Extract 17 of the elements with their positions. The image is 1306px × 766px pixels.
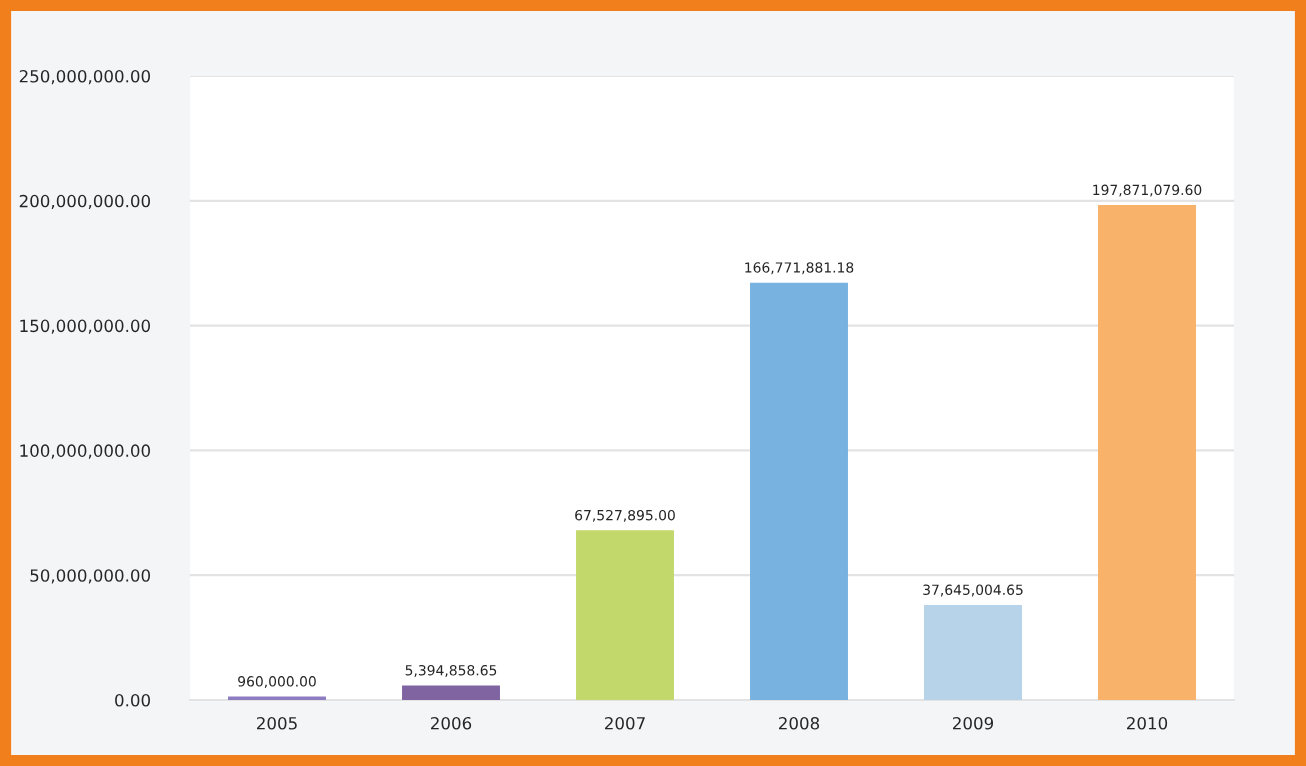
y-tick-label: 50,000,000.00 [30, 569, 150, 584]
y-tick-label: 0.00 [115, 693, 150, 707]
x-tick-label: 2010 [1127, 716, 1168, 730]
y-tick-label: 150,000,000.00 [20, 319, 150, 334]
bar [750, 282, 848, 700]
y-tick-label: 100,000,000.00 [20, 444, 150, 459]
bar [1098, 205, 1196, 700]
x-tick-label: 2005 [257, 716, 297, 730]
bar [402, 685, 500, 700]
y-tick-label: 200,000,000.00 [19, 194, 150, 210]
x-tick-label: 2009 [953, 716, 994, 730]
x-tick-label: 2007 [605, 716, 645, 730]
y-tick-label: 250,000,000.00 [19, 69, 150, 85]
x-tick-label: 2006 [431, 716, 472, 730]
bar [576, 530, 674, 700]
x-tick-label: 2008 [779, 716, 820, 730]
bar [924, 604, 1022, 700]
